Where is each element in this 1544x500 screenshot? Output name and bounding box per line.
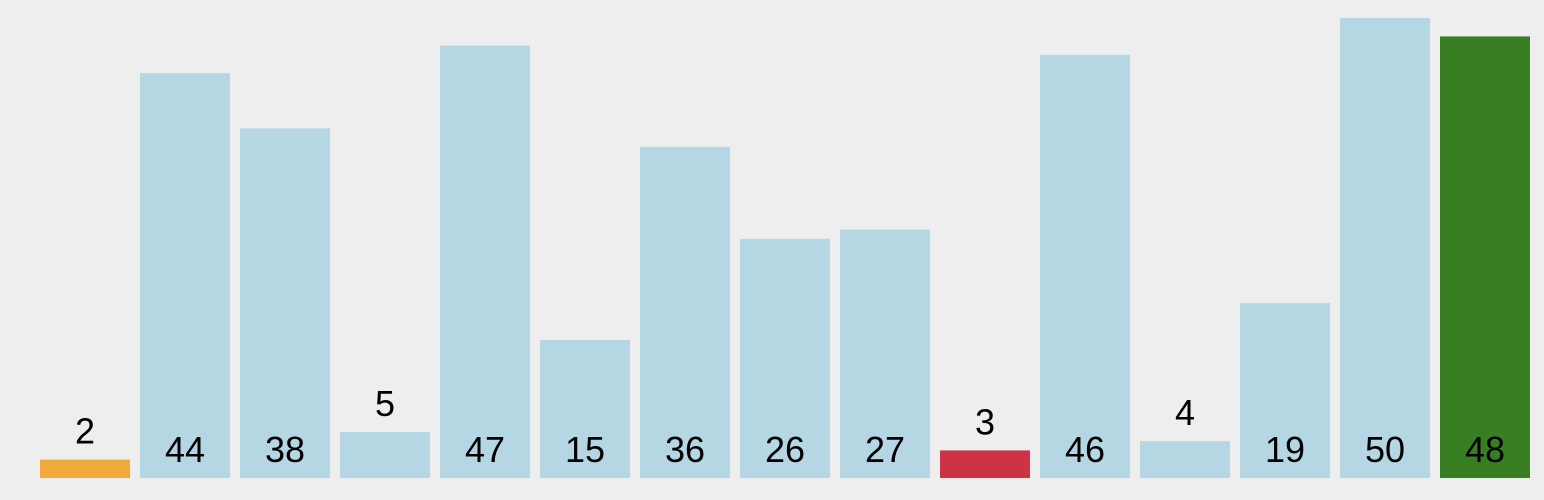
bar-label-10: 46 — [1065, 429, 1105, 470]
bar-12 — [1240, 303, 1330, 478]
bar-8 — [840, 229, 930, 478]
bar-label-13: 50 — [1365, 429, 1405, 470]
bar-4 — [440, 45, 530, 478]
bar-13 — [1340, 18, 1430, 478]
bar-label-8: 27 — [865, 429, 905, 470]
bar-label-5: 15 — [565, 429, 605, 470]
bar-label-14: 48 — [1465, 429, 1505, 470]
bar-label-11: 4 — [1175, 392, 1195, 433]
bar-label-2: 38 — [265, 429, 305, 470]
bar-6 — [640, 146, 730, 479]
bar-9 — [940, 450, 1030, 478]
bars-group — [40, 18, 1530, 479]
bar-3 — [340, 432, 430, 478]
bar-14 — [1440, 36, 1530, 479]
bar-label-6: 36 — [665, 429, 705, 470]
bar-7 — [740, 238, 830, 478]
bar-label-9: 3 — [975, 401, 995, 442]
labels-group: 2 44 38 5 47 15 36 26 27 3 46 4 19 50 48 — [75, 383, 1505, 470]
bar-10 — [1040, 54, 1130, 479]
bar-5 — [540, 340, 630, 478]
bar-2 — [240, 128, 330, 478]
bar-label-7: 26 — [765, 429, 805, 470]
bar-1 — [140, 73, 230, 478]
bar-label-0: 2 — [75, 411, 95, 452]
bar-label-1: 44 — [165, 429, 205, 470]
bar-0 — [40, 459, 130, 478]
bar-label-4: 47 — [465, 429, 505, 470]
bar-11 — [1140, 441, 1230, 478]
bar-label-12: 19 — [1265, 429, 1305, 470]
bar-label-3: 5 — [375, 383, 395, 424]
